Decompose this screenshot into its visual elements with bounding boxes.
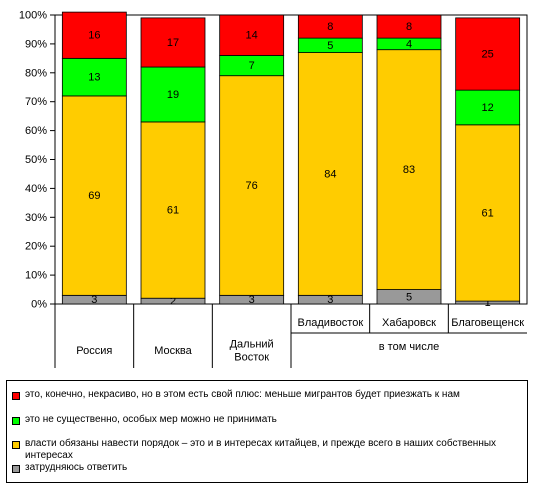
data-label: 3 <box>91 294 97 306</box>
bar-segment <box>376 14 442 39</box>
legend-item-2: это не существенно, особых мер можно не … <box>12 414 524 426</box>
x-category-label: Хабаровск <box>382 317 436 329</box>
legend-label: затрудняюсь ответить <box>25 462 128 473</box>
data-label: 69 <box>88 190 100 202</box>
y-axis: 0% 10% 20% 30% 40% 50% 60% 70% 80% 90% 100% <box>19 10 55 311</box>
data-label: 7 <box>249 60 255 72</box>
data-label: 16 <box>88 30 100 42</box>
data-label: 12 <box>482 102 494 114</box>
stacked-bar-chart: 3 69 13 16 2 61 19 17 3 76 7 14 3 84 5 8 5 83 4 8 1 61 12 25 0%… <box>19 10 528 368</box>
data-label: 61 <box>482 207 494 219</box>
data-label: 83 <box>403 164 415 176</box>
bar-segment <box>140 66 206 123</box>
y-tick-label: 50% <box>25 154 47 166</box>
data-label: 1 <box>485 297 491 309</box>
data-label: 19 <box>167 89 179 101</box>
y-tick-label: 10% <box>25 270 47 282</box>
plot-area <box>54 14 528 305</box>
data-label: 76 <box>246 180 258 192</box>
x-category-label: Благовещенск <box>451 317 524 329</box>
data-label: 3 <box>249 294 255 306</box>
y-tick-label: 40% <box>25 183 47 195</box>
y-tick-label: 20% <box>25 241 47 253</box>
y-tick-label: 100% <box>19 10 47 22</box>
data-label: 8 <box>327 21 333 33</box>
x-category-label: Восток <box>234 352 269 364</box>
y-tick-label: 80% <box>25 67 47 79</box>
legend-swatch-yellow <box>12 441 20 449</box>
data-label: 3 <box>327 294 333 306</box>
bar-segment <box>297 52 363 296</box>
legend-swatch-green <box>12 417 20 425</box>
y-tick-label: 90% <box>25 38 47 50</box>
data-label: 17 <box>167 37 179 49</box>
legend-swatch-gray <box>12 465 20 473</box>
y-tick-label: 70% <box>25 96 47 108</box>
bar-segment <box>219 14 285 56</box>
data-label: 4 <box>406 38 412 50</box>
bars: 3 69 13 16 2 61 19 17 3 76 7 14 3 84 5 8 5 83 4 8 1 61 12 25 <box>61 11 521 309</box>
plot-frame <box>54 14 528 305</box>
x-group-label: в том числе <box>379 341 439 353</box>
y-tick-label: 30% <box>25 212 47 224</box>
bar-segment <box>140 17 206 68</box>
data-label: 13 <box>88 72 100 84</box>
bar-segment <box>219 75 285 296</box>
bar-segment <box>455 17 521 91</box>
y-tick-label: 0% <box>31 299 47 311</box>
legend: это, конечно, некрасиво, но в этом есть … <box>6 380 528 483</box>
data-label: 61 <box>167 205 179 217</box>
x-category-label: Дальний <box>230 339 274 351</box>
bar-segment <box>297 14 363 39</box>
legend-item-1: власти обязаны навести порядок – это и в… <box>12 438 524 462</box>
data-label: 5 <box>406 291 412 303</box>
bar-segment <box>455 124 521 302</box>
y-tick-label: 60% <box>25 125 47 137</box>
x-category-label: Россия <box>76 345 112 357</box>
legend-swatch-red <box>12 392 20 400</box>
data-label: 14 <box>246 30 258 42</box>
data-label: 84 <box>324 168 336 180</box>
bar-segment <box>61 57 127 97</box>
data-label: 2 <box>170 296 176 308</box>
legend-label: это не существенно, особых мер можно не … <box>25 414 277 425</box>
x-category-label: Москва <box>154 345 192 357</box>
data-label: 8 <box>406 21 412 33</box>
legend-label: власти обязаны навести порядок – это и в… <box>25 438 497 461</box>
bar-segment <box>61 11 127 59</box>
x-category-label: Владивосток <box>298 317 364 329</box>
bar-segment <box>140 121 206 299</box>
legend-label: это, конечно, некрасиво, но в этом есть … <box>25 389 460 400</box>
data-label: 25 <box>482 49 494 61</box>
legend-item-0: затрудняюсь ответить <box>12 462 524 474</box>
data-label: 5 <box>327 40 333 52</box>
legend-item-3: это, конечно, некрасиво, но в этом есть … <box>12 389 524 401</box>
